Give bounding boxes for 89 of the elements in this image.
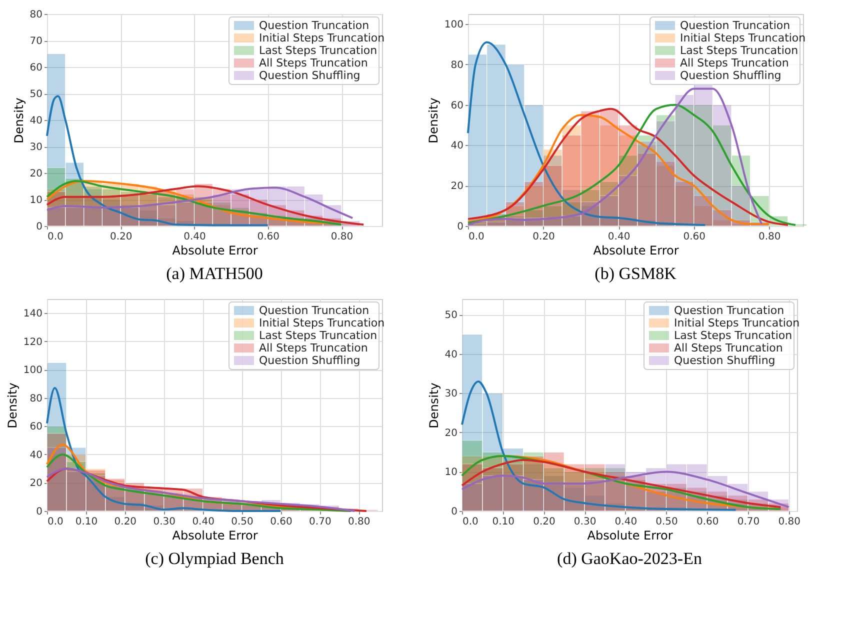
legend-label: Question Truncation — [259, 304, 370, 317]
legend-label: Initial Steps Truncation — [674, 316, 800, 330]
y-tick-label: 100 — [23, 365, 42, 376]
x-tick-label: 0.70 — [309, 516, 332, 528]
y-tick-label: 140 — [23, 308, 42, 320]
x-tick-label: 0.50 — [231, 516, 254, 528]
legend-label: All Steps Truncation — [680, 56, 789, 70]
y-tick-label: 10 — [30, 195, 42, 206]
text: (a) MATH500 — [166, 264, 263, 283]
x-tick-label: 0.20 — [114, 516, 137, 528]
x-tick-label: 0.0 — [48, 232, 64, 242]
x-tick-label: 0.20 — [533, 516, 556, 528]
legend-label: Initial Steps Truncation — [259, 316, 385, 330]
x-tick-label: 0.80 — [330, 232, 354, 242]
x-tick-label: 0.10 — [492, 516, 514, 528]
x-tick-label: 0.60 — [683, 232, 706, 242]
x-tick-label: 0.70 — [737, 516, 760, 528]
x-tick-label: 0.30 — [574, 516, 596, 528]
y-tick-label: 80 — [450, 60, 464, 71]
legend-label: Initial Steps Truncation — [680, 31, 806, 44]
legend-label: Question Shuffling — [259, 354, 360, 367]
y-tick-label: 40 — [30, 116, 42, 126]
x-tick-label: 0.80 — [348, 516, 370, 528]
y-tick-label: 60 — [450, 100, 464, 112]
x-tick-label: 0.30 — [153, 516, 176, 528]
y-tick-label: 20 — [444, 428, 458, 439]
x-tick-label: 0.60 — [696, 516, 719, 528]
y-tick-label: 20 — [450, 181, 464, 192]
legend-label: All Steps Truncation — [674, 341, 783, 354]
x-tick-label: 0.20 — [532, 232, 555, 242]
text: (b) GSM8K — [594, 264, 678, 283]
x-tick-label: 0.50 — [656, 516, 678, 528]
legend-label: Question Truncation — [680, 18, 790, 32]
y-tick-label: 40 — [444, 349, 458, 360]
legend-label: All Steps Truncation — [259, 56, 368, 70]
legend-label: All Steps Truncation — [259, 341, 368, 354]
y-axis-title: Density — [426, 98, 440, 144]
legend-label: Question Truncation — [674, 304, 784, 317]
x-tick-label: 0.80 — [778, 516, 800, 528]
x-axis-title: Absolute Error — [172, 528, 258, 542]
y-tick-label: 0 — [36, 222, 42, 232]
y-axis-title: Density — [426, 382, 441, 428]
y-tick-label: 0 — [457, 222, 464, 232]
legend-label: Last Steps Truncation — [680, 44, 798, 57]
y-axis-title: Density — [5, 382, 20, 428]
x-tick-label: 0.0 — [48, 516, 64, 528]
y-tick-label: 80 — [30, 10, 42, 20]
y-tick-label: 50 — [444, 310, 458, 322]
legend-label: Question Shuffling — [259, 68, 360, 82]
x-tick-label: 0.0 — [462, 516, 478, 528]
legend-label: Question Truncation — [259, 18, 370, 32]
y-tick-label: 50 — [30, 89, 42, 100]
y-tick-label: 60 — [30, 422, 42, 433]
x-tick-label: 0.80 — [758, 232, 781, 242]
y-tick-label: 120 — [23, 336, 42, 348]
x-tick-label: 0.10 — [75, 516, 98, 528]
x-tick-label: 0.40 — [184, 232, 206, 242]
y-tick-label: 60 — [30, 62, 42, 74]
x-axis-title: Absolute Error — [587, 528, 673, 542]
text: (d) GaoKao-2023-En — [557, 549, 702, 568]
legend-label: Question Shuffling — [680, 68, 782, 82]
legend-label: Initial Steps Truncation — [259, 31, 385, 44]
x-tick-label: 0.0 — [468, 232, 484, 242]
y-tick-label: 40 — [30, 450, 42, 461]
legend-label: Question Shuffling — [674, 354, 776, 367]
x-tick-label: 0.40 — [192, 516, 214, 528]
y-tick-label: 40 — [450, 140, 464, 152]
x-tick-label: 0.60 — [257, 232, 280, 242]
y-tick-label: 20 — [30, 168, 42, 180]
y-tick-label: 100 — [444, 20, 464, 31]
text: (c) Olympiad Bench — [145, 549, 284, 568]
x-tick-label: 0.40 — [608, 232, 630, 242]
y-tick-label: 20 — [30, 478, 42, 490]
y-tick-label: 10 — [444, 467, 458, 478]
y-tick-label: 30 — [444, 388, 458, 400]
x-tick-label: 0.40 — [614, 516, 638, 528]
x-axis-title: Absolute Error — [172, 244, 258, 258]
y-tick-label: 0 — [451, 506, 458, 518]
y-tick-label: 80 — [30, 393, 42, 404]
legend-label: Last Steps Truncation — [259, 328, 378, 342]
legend-label: Last Steps Truncation — [259, 44, 378, 57]
y-tick-label: 70 — [30, 36, 42, 47]
x-axis-title: Absolute Error — [593, 244, 679, 258]
y-axis-title: Density — [12, 98, 26, 144]
legend-label: Last Steps Truncation — [674, 328, 792, 342]
x-tick-label: 0.20 — [110, 232, 132, 242]
y-tick-label: 30 — [30, 142, 42, 153]
x-tick-label: 0.60 — [270, 516, 292, 528]
y-tick-label: 0 — [36, 506, 42, 518]
